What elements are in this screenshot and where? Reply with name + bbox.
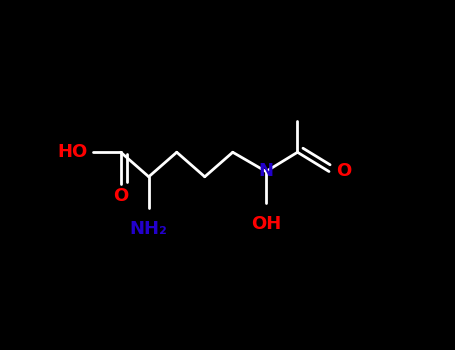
Text: O: O [113, 187, 128, 205]
Text: N: N [258, 162, 273, 181]
Text: HO: HO [57, 143, 87, 161]
Text: O: O [336, 162, 351, 181]
Text: OH: OH [251, 215, 281, 232]
Text: NH₂: NH₂ [130, 220, 168, 238]
